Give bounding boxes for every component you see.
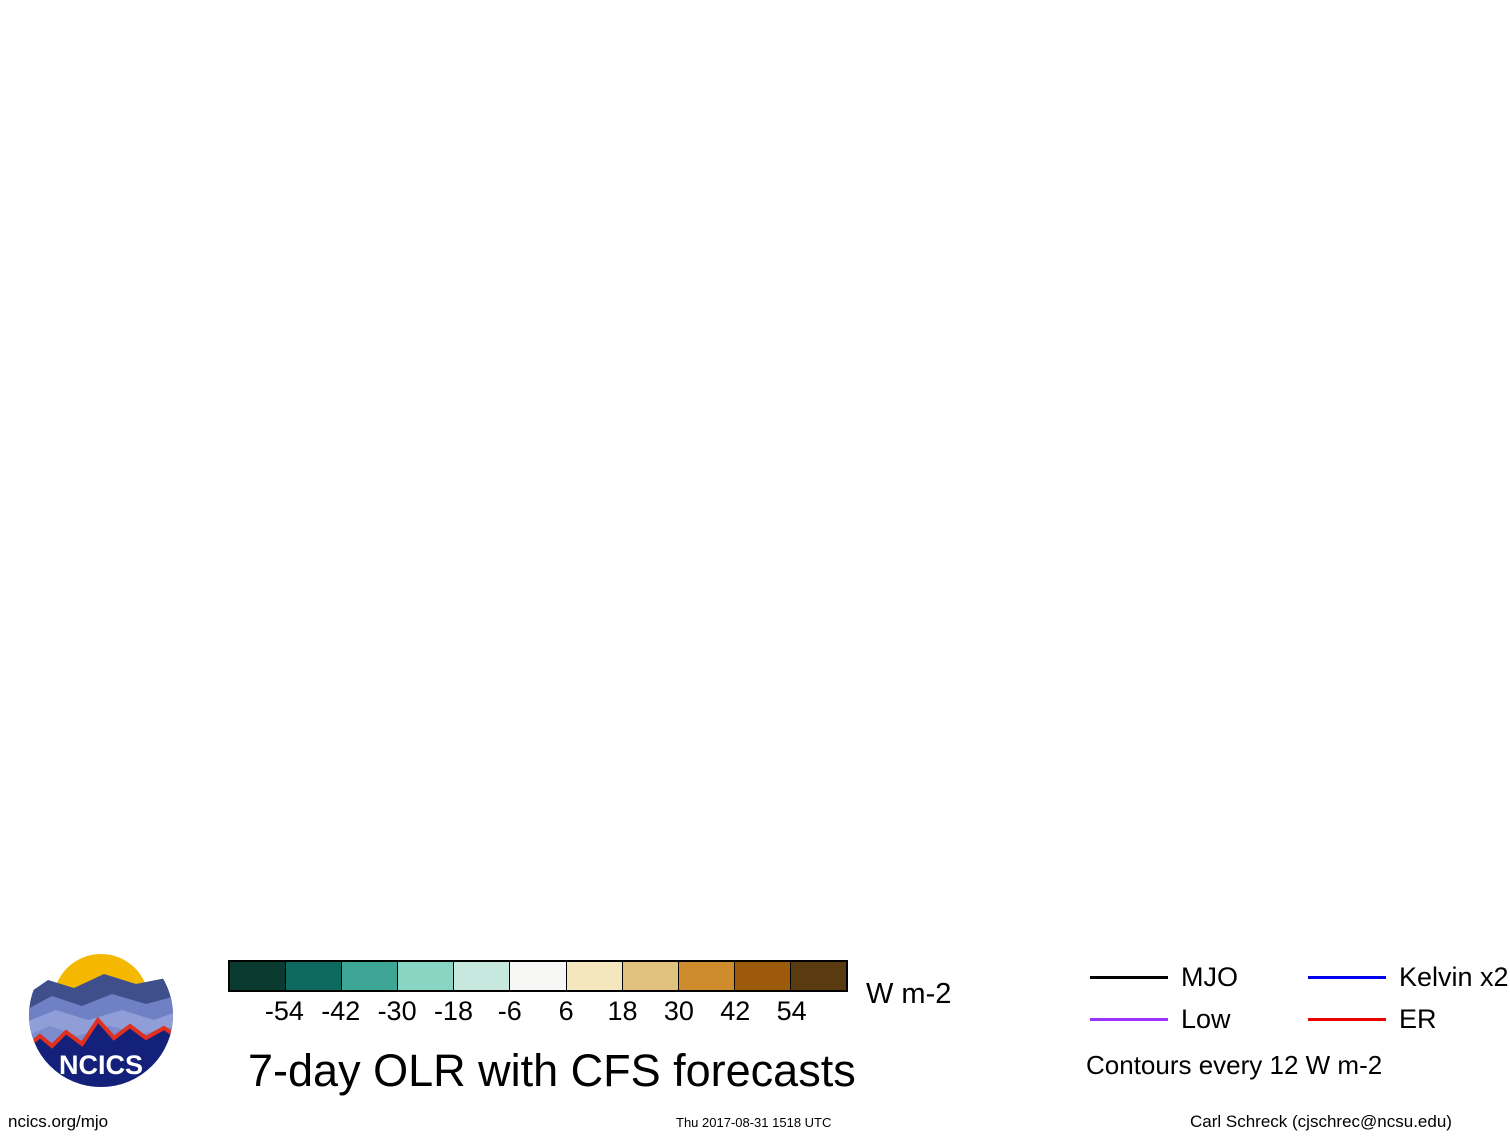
- legend-label-kelvin: Kelvin x2: [1399, 962, 1509, 992]
- colorbar-cell: [230, 962, 287, 990]
- legend-swatch-mjo: [1090, 976, 1168, 979]
- legend-item-mjo: MJO: [1090, 962, 1238, 993]
- legend-swatch-er: [1308, 1018, 1386, 1021]
- colorbar-tick-label: 18: [607, 996, 638, 1026]
- legend-item-low: Low: [1090, 1004, 1231, 1035]
- colorbar-cell: [622, 962, 679, 990]
- colorbar-tick-label: -30: [377, 996, 417, 1026]
- colorbar-tick-label: 54: [776, 996, 807, 1026]
- colorbar-tick-label: -18: [433, 996, 473, 1026]
- colorbar-cell: [678, 962, 735, 990]
- colorbar-units-label: W m-2: [866, 978, 952, 1010]
- colorbar-cell: [734, 962, 791, 990]
- legend-label-er: ER: [1399, 1004, 1437, 1034]
- colorbar-tick-label: -6: [497, 996, 522, 1026]
- colorbar-cell: [342, 962, 399, 990]
- colorbar-tick-label: 30: [663, 996, 694, 1026]
- colorbar-tick-label: -42: [321, 996, 361, 1026]
- colorbar: -54 -42 -30 -18 -6 6 18 30 42 54: [228, 960, 852, 1040]
- colorbar-tick-label: -54: [264, 996, 304, 1026]
- legend-swatch-low: [1090, 1018, 1168, 1021]
- svg-text:NCICS: NCICS: [59, 1050, 143, 1080]
- ncics-logo: NCICS: [26, 940, 176, 1090]
- legend-swatch-kelvin: [1308, 976, 1386, 979]
- colorbar-tick-label: 42: [720, 996, 751, 1026]
- colorbar-cell: [286, 962, 343, 990]
- colorbar-cell: [398, 962, 455, 990]
- contour-legend: MJO Kelvin x2 Low ER: [1090, 962, 1510, 1052]
- colorbar-cell: [566, 962, 623, 990]
- footer-author: Carl Schreck (cjschrec@ncsu.edu): [1190, 1112, 1452, 1131]
- legend-label-low: Low: [1181, 1004, 1231, 1034]
- contour-interval-note: Contours every 12 W m-2: [1086, 1050, 1383, 1080]
- legend-item-kelvin: Kelvin x2: [1308, 962, 1509, 993]
- footer-left[interactable]: ncics.org/mjo: [8, 1112, 109, 1131]
- colorbar-cell: [510, 962, 567, 990]
- legend-label-mjo: MJO: [1181, 962, 1238, 992]
- page-title: 7-day OLR with CFS forecasts: [248, 1045, 856, 1096]
- colorbar-strip: [228, 960, 848, 992]
- footer-timestamp: Thu 2017-08-31 1518 UTC: [676, 1115, 832, 1130]
- panel-grid: [0, 0, 1510, 880]
- colorbar-cell: [790, 962, 847, 990]
- legend-item-er: ER: [1308, 1004, 1437, 1035]
- colorbar-tick-label: 6: [558, 996, 574, 1026]
- colorbar-cell: [454, 962, 511, 990]
